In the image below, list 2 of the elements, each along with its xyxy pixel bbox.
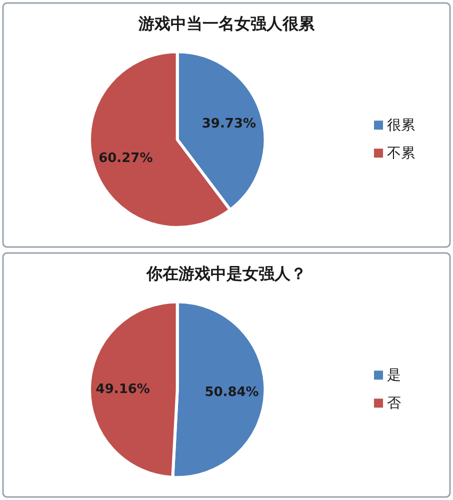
title: 游戏中当一名女强人很累: [138, 14, 314, 33]
title: 你在游戏中是女强人？: [146, 264, 306, 283]
